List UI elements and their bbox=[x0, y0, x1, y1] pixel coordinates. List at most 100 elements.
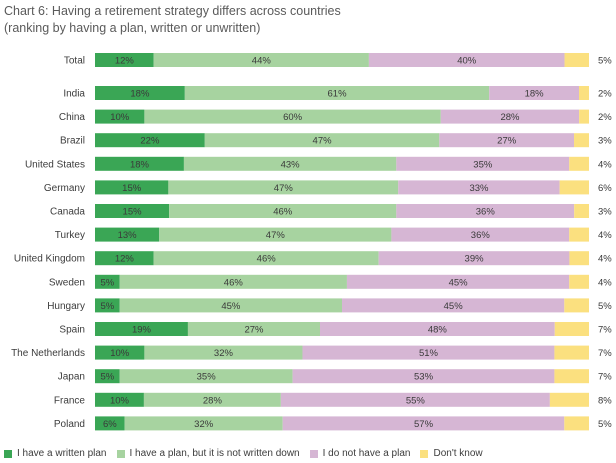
bar-segment-written-germany bbox=[95, 180, 169, 195]
bar-segment-no-plan-sweden bbox=[346, 274, 570, 289]
legend-swatch-written bbox=[4, 449, 12, 458]
data-label-dont-know-canada: 3% bbox=[598, 207, 612, 218]
category-label-india: India bbox=[63, 89, 85, 100]
bar-segment-unwritten-united-kingdom bbox=[153, 251, 379, 266]
data-label-unwritten-united-kingdom: 46% bbox=[257, 254, 277, 265]
bar-row-germany: Germany 15% 47% 33% 6% bbox=[44, 180, 612, 195]
bar-segment-written-india bbox=[95, 86, 185, 100]
bar-segment-dont-know-india bbox=[579, 86, 589, 100]
chart-title-line-2: (ranking by having a plan, written or un… bbox=[4, 21, 261, 35]
legend-label-no-plan: I do not have a plan bbox=[322, 448, 411, 459]
data-label-no-plan-turkey: 36% bbox=[471, 230, 491, 241]
category-label-brazil: Brazil bbox=[60, 136, 85, 147]
category-label-france: France bbox=[54, 395, 86, 406]
data-label-dont-know-sweden: 4% bbox=[598, 277, 612, 288]
data-label-no-plan-the-netherlands: 51% bbox=[419, 348, 439, 359]
data-label-written-germany: 15% bbox=[122, 183, 142, 194]
category-label-hungary: Hungary bbox=[47, 301, 85, 312]
bar-row-japan: Japan 5% 35% 53% 7% bbox=[58, 369, 612, 384]
data-label-written-china: 10% bbox=[110, 112, 130, 123]
bar-segment-unwritten-brazil bbox=[204, 133, 440, 148]
data-label-dont-know-united-states: 4% bbox=[598, 159, 612, 170]
bar-row-brazil: Brazil 22% 47% 27% 3% bbox=[60, 133, 612, 148]
data-label-unwritten-japan: 35% bbox=[197, 372, 217, 383]
bar-segment-no-plan-poland bbox=[282, 416, 565, 431]
bar-segment-no-plan-united-states bbox=[396, 156, 570, 171]
data-label-dont-know-france: 8% bbox=[598, 395, 612, 406]
bar-segment-written-sweden bbox=[95, 274, 120, 289]
data-label-dont-know-india: 2% bbox=[598, 89, 612, 100]
data-label-written-poland: 6% bbox=[103, 419, 117, 430]
bar-row-poland: Poland 6% 32% 57% 5% bbox=[54, 416, 612, 431]
category-label-poland: Poland bbox=[54, 419, 85, 430]
data-label-dont-know-spain: 7% bbox=[598, 325, 612, 336]
data-label-unwritten-the-netherlands: 32% bbox=[214, 348, 234, 359]
legend-item-no-plan: I do not have a plan bbox=[309, 448, 411, 459]
data-label-unwritten-spain: 27% bbox=[244, 325, 264, 336]
data-label-dont-know-hungary: 5% bbox=[598, 301, 612, 312]
data-label-no-plan-sweden: 45% bbox=[449, 277, 469, 288]
bar-segment-written-the-netherlands bbox=[95, 345, 145, 360]
bar-row-canada: Canada 15% 46% 36% 3% bbox=[50, 204, 612, 218]
data-label-unwritten-sweden: 46% bbox=[224, 277, 244, 288]
chart-legend: I have a written plan I have a plan, but… bbox=[4, 448, 493, 459]
bar-row-united-kingdom: United Kingdom 12% 46% 39% 4% bbox=[14, 251, 612, 266]
data-label-written-turkey: 13% bbox=[118, 230, 138, 241]
data-label-written-canada: 15% bbox=[123, 207, 143, 218]
category-label-total: Total bbox=[64, 56, 85, 67]
bar-segment-unwritten-turkey bbox=[159, 227, 392, 242]
category-label-turkey: Turkey bbox=[55, 230, 85, 241]
bar-segment-written-canada bbox=[95, 204, 170, 218]
bar-segment-written-spain bbox=[95, 322, 188, 336]
bar-segment-unwritten-hungary bbox=[119, 298, 342, 313]
bar-segment-written-united-states bbox=[95, 156, 184, 171]
category-label-spain: Spain bbox=[59, 325, 85, 336]
bar-segment-unwritten-germany bbox=[168, 180, 399, 195]
data-label-no-plan-poland: 57% bbox=[414, 419, 434, 430]
data-label-dont-know-poland: 5% bbox=[598, 419, 612, 430]
bar-segment-dont-know-united-kingdom bbox=[569, 251, 589, 266]
bar-segment-dont-know-germany bbox=[559, 180, 589, 195]
bar-segment-dont-know-total bbox=[564, 53, 589, 67]
data-label-dont-know-total: 5% bbox=[598, 56, 612, 67]
data-label-unwritten-germany: 47% bbox=[274, 183, 294, 194]
category-label-germany: Germany bbox=[44, 183, 85, 194]
bar-row-spain: Spain 19% 27% 48% 7% bbox=[59, 322, 612, 336]
category-label-china: China bbox=[59, 112, 86, 123]
bar-segment-dont-know-china bbox=[579, 109, 589, 124]
bar-segment-no-plan-france bbox=[280, 392, 550, 407]
bar-segment-unwritten-canada bbox=[169, 204, 397, 218]
legend-label-unwritten: I have a plan, but it is not written dow… bbox=[129, 448, 300, 459]
bar-segment-no-plan-hungary bbox=[342, 298, 565, 313]
bar-row-the-netherlands: The Netherlands 10% 32% 51% 7% bbox=[11, 345, 612, 360]
bar-segment-written-france bbox=[95, 392, 144, 407]
bar-segment-unwritten-china bbox=[144, 109, 441, 124]
bar-segment-dont-know-turkey bbox=[569, 227, 589, 242]
bar-segment-written-total bbox=[95, 53, 154, 67]
bar-segment-written-japan bbox=[95, 369, 120, 384]
bar-segment-no-plan-canada bbox=[396, 204, 575, 218]
data-label-dont-know-japan: 7% bbox=[598, 372, 612, 383]
bar-row-total: Total 12% 44% 40% 5% bbox=[64, 53, 612, 67]
legend-swatch-dont-know bbox=[420, 449, 429, 458]
legend-label-written: I have a written plan bbox=[17, 448, 107, 459]
bar-segment-written-turkey bbox=[95, 227, 160, 242]
data-label-no-plan-spain: 48% bbox=[428, 325, 448, 336]
bar-segment-unwritten-poland bbox=[124, 416, 283, 431]
data-label-unwritten-india: 61% bbox=[328, 89, 348, 100]
bar-segment-no-plan-japan bbox=[292, 369, 555, 384]
category-label-united-states: United States bbox=[25, 159, 85, 170]
data-label-unwritten-poland: 32% bbox=[194, 419, 214, 430]
bar-segment-no-plan-china bbox=[440, 109, 580, 124]
bar-segment-dont-know-united-states bbox=[569, 156, 589, 171]
data-label-no-plan-canada: 36% bbox=[476, 207, 496, 218]
bar-segment-unwritten-total bbox=[153, 53, 369, 67]
data-label-no-plan-brazil: 27% bbox=[497, 136, 517, 147]
legend-swatch-no-plan bbox=[309, 449, 318, 458]
bar-segment-no-plan-spain bbox=[319, 322, 555, 336]
bar-segment-written-hungary bbox=[95, 298, 120, 313]
bar-segment-dont-know-the-netherlands bbox=[554, 345, 589, 360]
data-label-dont-know-turkey: 4% bbox=[598, 230, 612, 241]
data-label-written-brazil: 22% bbox=[140, 136, 160, 147]
